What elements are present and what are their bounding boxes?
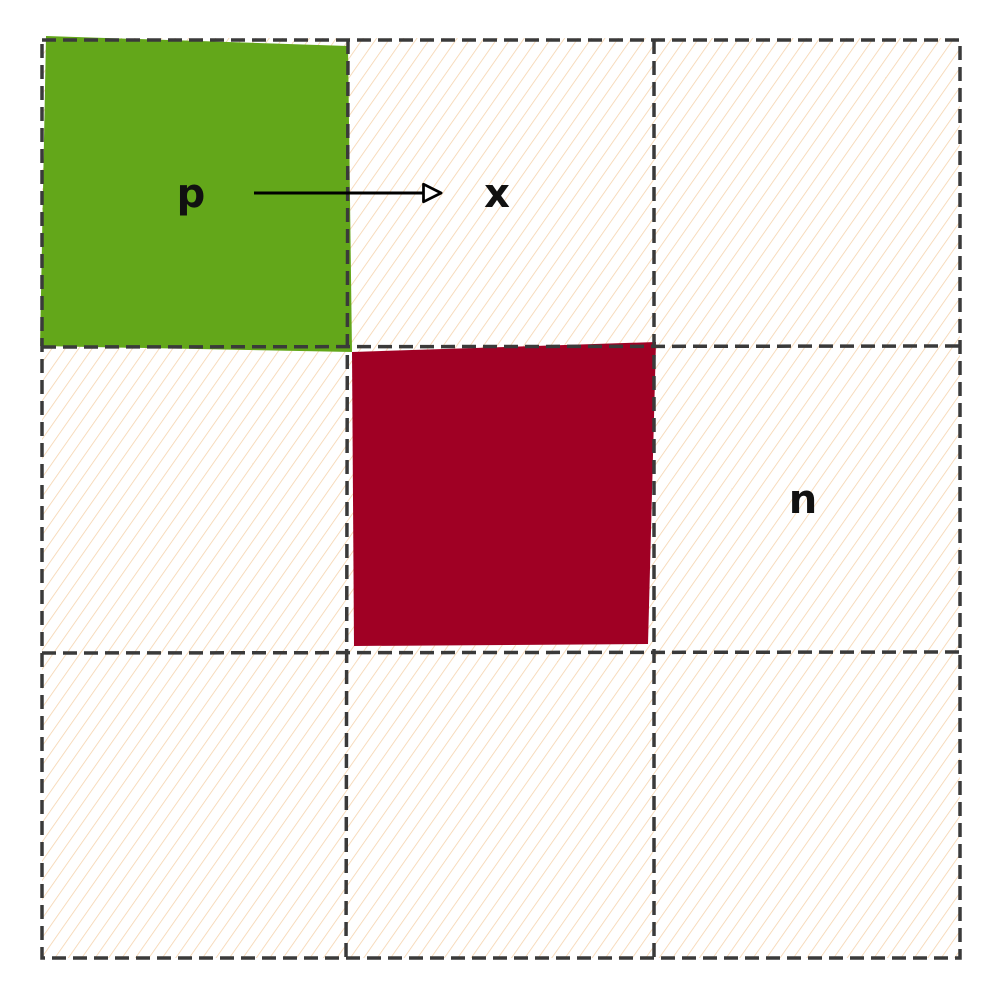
grid-border (40, 38, 962, 960)
label-p: p (177, 171, 206, 217)
label-n: n (789, 477, 817, 523)
label-x: x (484, 171, 510, 217)
grid-line-horizontal-1 (41, 344, 961, 349)
cell-r2c2 (352, 342, 656, 646)
grid-line-horizontal-2 (41, 650, 961, 655)
cell-r1c1 (40, 36, 352, 352)
